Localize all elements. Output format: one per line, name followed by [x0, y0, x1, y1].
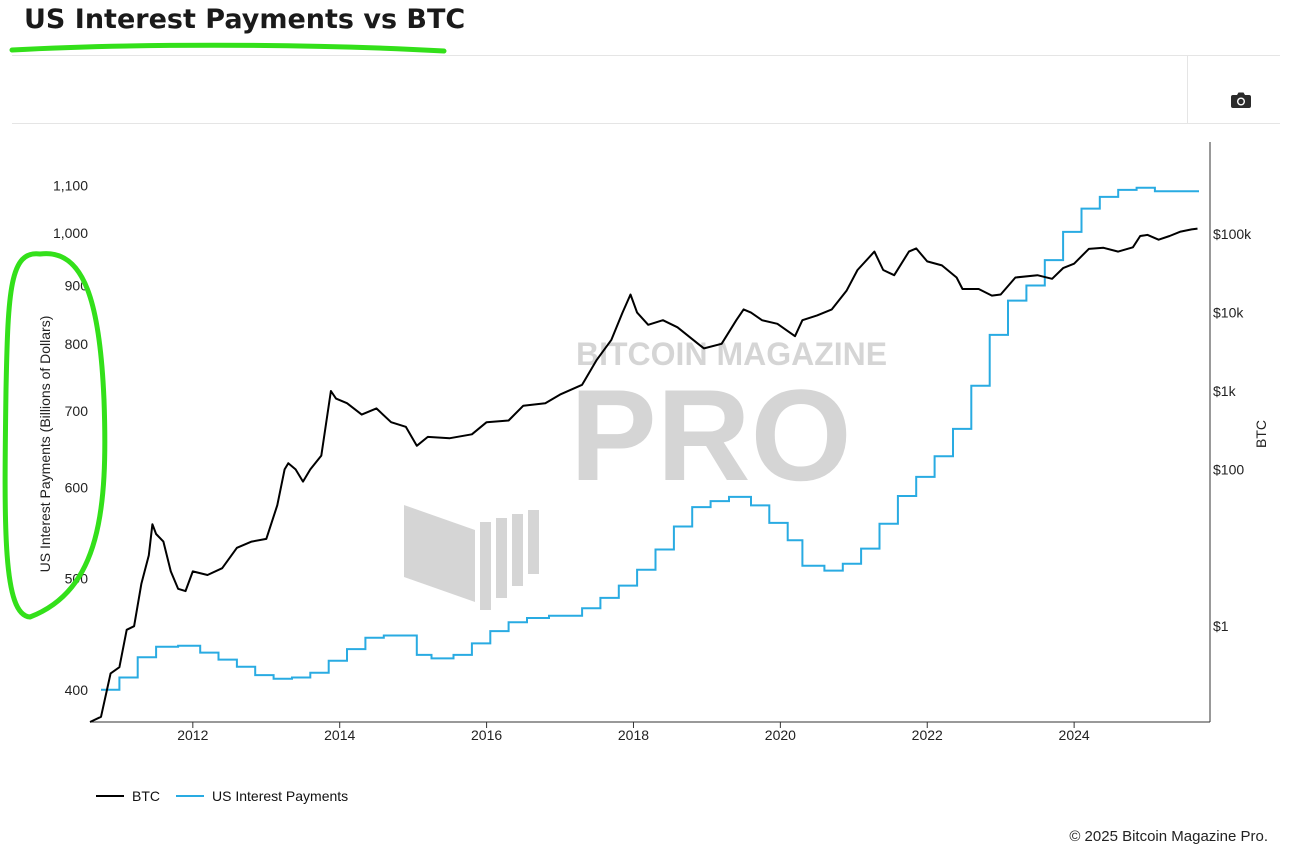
- axis-label-circle-annotation: [2, 251, 108, 620]
- chart: BITCOIN MAGAZINE PRO 4005006007008009001…: [2, 142, 1269, 743]
- y-right-tick-label: $10k: [1213, 305, 1244, 321]
- x-tick-label: 2024: [1059, 727, 1090, 743]
- y-left-tick-label: 700: [65, 403, 89, 419]
- legend: BTC US Interest Payments: [96, 788, 364, 804]
- y-left-tick-label: 400: [65, 682, 89, 698]
- page-title: US Interest Payments vs BTC: [24, 4, 466, 35]
- y-right-tick-label: $1k: [1213, 383, 1237, 399]
- series-line-us-interest-payments[interactable]: [101, 186, 1199, 691]
- right-axis-ticks: $1 $100 $1k $10k $100k: [1213, 226, 1252, 634]
- legend-swatch-btc: [96, 795, 124, 797]
- axes: [90, 142, 1211, 723]
- y-axis-title-right: BTC: [1253, 420, 1269, 448]
- legend-label-btc: BTC: [132, 788, 160, 804]
- watermark-line2: PRO: [570, 362, 852, 508]
- watermark-line1: BITCOIN MAGAZINE: [576, 336, 887, 372]
- series-line-btc[interactable]: [89, 227, 1198, 723]
- y-right-tick-label: $1: [1213, 618, 1229, 634]
- camera-icon: [1231, 92, 1251, 108]
- y-left-tick-label: 600: [65, 480, 89, 496]
- y-right-tick-label: $100k: [1213, 226, 1252, 242]
- x-tick-label: 2020: [765, 727, 796, 743]
- x-tick-label: 2014: [324, 727, 355, 743]
- copyright-text: © 2025 Bitcoin Magazine Pro.: [1069, 828, 1268, 845]
- divider-top: [12, 55, 1280, 56]
- y-left-tick-label: 1,100: [53, 177, 88, 193]
- bitcoin-magazine-logo-icon: [404, 505, 539, 610]
- x-tick-label: 2018: [618, 727, 649, 743]
- toolbar-divider: [1187, 56, 1188, 123]
- y-left-tick-label: 1,000: [53, 225, 88, 241]
- legend-label-us-interest-payments: US Interest Payments: [212, 788, 349, 804]
- legend-item-btc[interactable]: BTC: [96, 788, 160, 804]
- x-tick-label: 2012: [177, 727, 208, 743]
- x-tick-label: 2016: [471, 727, 502, 743]
- y-left-tick-label: 800: [65, 336, 89, 352]
- x-axis-ticks: 2012 2014 2016 2018 2020 2022 2024: [177, 722, 1090, 743]
- screenshot-button[interactable]: [1226, 86, 1256, 114]
- y-axis-title-left: US Interest Payments (Billions of Dollar…: [37, 316, 53, 573]
- legend-item-us-interest-payments[interactable]: US Interest Payments: [176, 788, 348, 804]
- watermark: BITCOIN MAGAZINE PRO: [404, 336, 887, 610]
- y-right-tick-label: $100: [1213, 461, 1244, 477]
- legend-swatch-us-interest-payments: [176, 795, 204, 797]
- divider-toolbar: [12, 123, 1280, 124]
- x-tick-label: 2022: [912, 727, 943, 743]
